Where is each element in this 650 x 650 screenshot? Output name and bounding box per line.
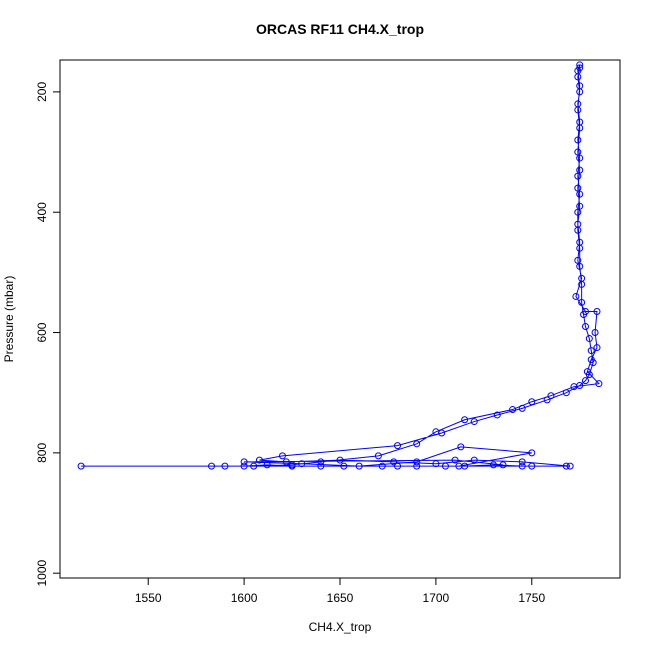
data-point <box>278 452 286 460</box>
data-point <box>581 377 589 385</box>
data-point <box>255 456 263 464</box>
data-point <box>576 238 584 246</box>
data-point <box>317 462 325 470</box>
data-point <box>593 307 601 315</box>
data-point <box>587 347 595 355</box>
data-point <box>576 154 584 162</box>
data-point <box>591 329 599 337</box>
data-point <box>470 456 478 464</box>
data-point <box>574 67 582 75</box>
data-point <box>470 418 478 426</box>
data-point <box>583 368 591 376</box>
data-point <box>574 184 582 192</box>
data-point <box>576 166 584 174</box>
x-tick-label: 1650 <box>327 591 354 605</box>
data-point <box>413 440 421 448</box>
data-point <box>574 136 582 144</box>
data-point <box>566 462 574 470</box>
data-point <box>593 344 601 352</box>
x-axis-label: CH4.X_trop <box>309 620 372 634</box>
data-point <box>578 274 586 282</box>
y-tick-label: 200 <box>35 82 49 102</box>
data-point <box>317 458 325 466</box>
data-point <box>240 462 248 470</box>
data-point <box>263 461 271 469</box>
data-point <box>282 458 290 466</box>
x-tick-label: 1600 <box>231 591 258 605</box>
data-point <box>574 208 582 216</box>
data-point <box>528 462 536 470</box>
data-point <box>374 452 382 460</box>
data-point <box>574 172 582 180</box>
data-point <box>221 462 229 470</box>
data-point <box>543 396 551 404</box>
data-point <box>576 82 584 90</box>
x-tick-label: 1700 <box>423 591 450 605</box>
data-point <box>562 389 570 397</box>
data-point <box>461 416 469 424</box>
data-point <box>518 462 526 470</box>
y-axis-label: Pressure (mbar) <box>2 276 16 363</box>
data-point <box>509 406 517 414</box>
data-point <box>581 323 589 331</box>
plot-frame <box>59 59 621 579</box>
data-point <box>457 443 465 451</box>
data-point <box>518 458 526 466</box>
data-point <box>574 148 582 156</box>
data-point <box>378 462 386 470</box>
data-point <box>250 462 258 470</box>
y-tick-label: 600 <box>35 322 49 342</box>
data-point <box>576 190 584 198</box>
data-point <box>441 462 449 470</box>
x-tick-label: 1550 <box>135 591 162 605</box>
data-point <box>340 462 348 470</box>
data-point <box>595 380 603 388</box>
data-point <box>576 262 584 270</box>
y-tick-label: 1000 <box>35 560 49 587</box>
data-point <box>574 106 582 114</box>
data-point <box>574 220 582 228</box>
data-point <box>493 411 501 419</box>
data-point <box>489 461 497 469</box>
data-point <box>240 458 248 466</box>
data-point <box>298 460 306 468</box>
data-point <box>394 442 402 450</box>
y-tick-label: 800 <box>35 443 49 463</box>
data-point <box>432 460 440 468</box>
data-point <box>394 462 402 470</box>
data-point <box>574 256 582 264</box>
data-point <box>77 462 85 470</box>
data-point <box>451 456 459 464</box>
y-tick-label: 400 <box>35 202 49 222</box>
data-point <box>413 458 421 466</box>
data-point <box>576 202 584 210</box>
data-point <box>528 398 536 406</box>
data-point <box>576 124 584 132</box>
data-point <box>518 404 526 412</box>
data-point <box>390 458 398 466</box>
data-point <box>355 462 363 470</box>
chart-title: ORCAS RF11 CH4.X_trop <box>256 21 424 37</box>
data-point <box>578 298 586 306</box>
data-point <box>576 61 584 69</box>
data-point <box>585 335 593 343</box>
x-tick-label: 1750 <box>518 591 545 605</box>
data-point <box>499 461 507 469</box>
data-point <box>288 461 296 469</box>
data-point <box>528 449 536 457</box>
data-point <box>581 307 589 315</box>
data-point <box>455 462 463 470</box>
data-point <box>562 462 570 470</box>
data-line <box>81 64 600 467</box>
data-point <box>572 292 580 300</box>
data-point <box>587 356 595 364</box>
data-point <box>336 456 344 464</box>
data-point <box>547 392 555 400</box>
data-point <box>432 428 440 436</box>
data-point <box>413 462 421 470</box>
data-point <box>208 462 216 470</box>
data-point <box>570 383 578 391</box>
